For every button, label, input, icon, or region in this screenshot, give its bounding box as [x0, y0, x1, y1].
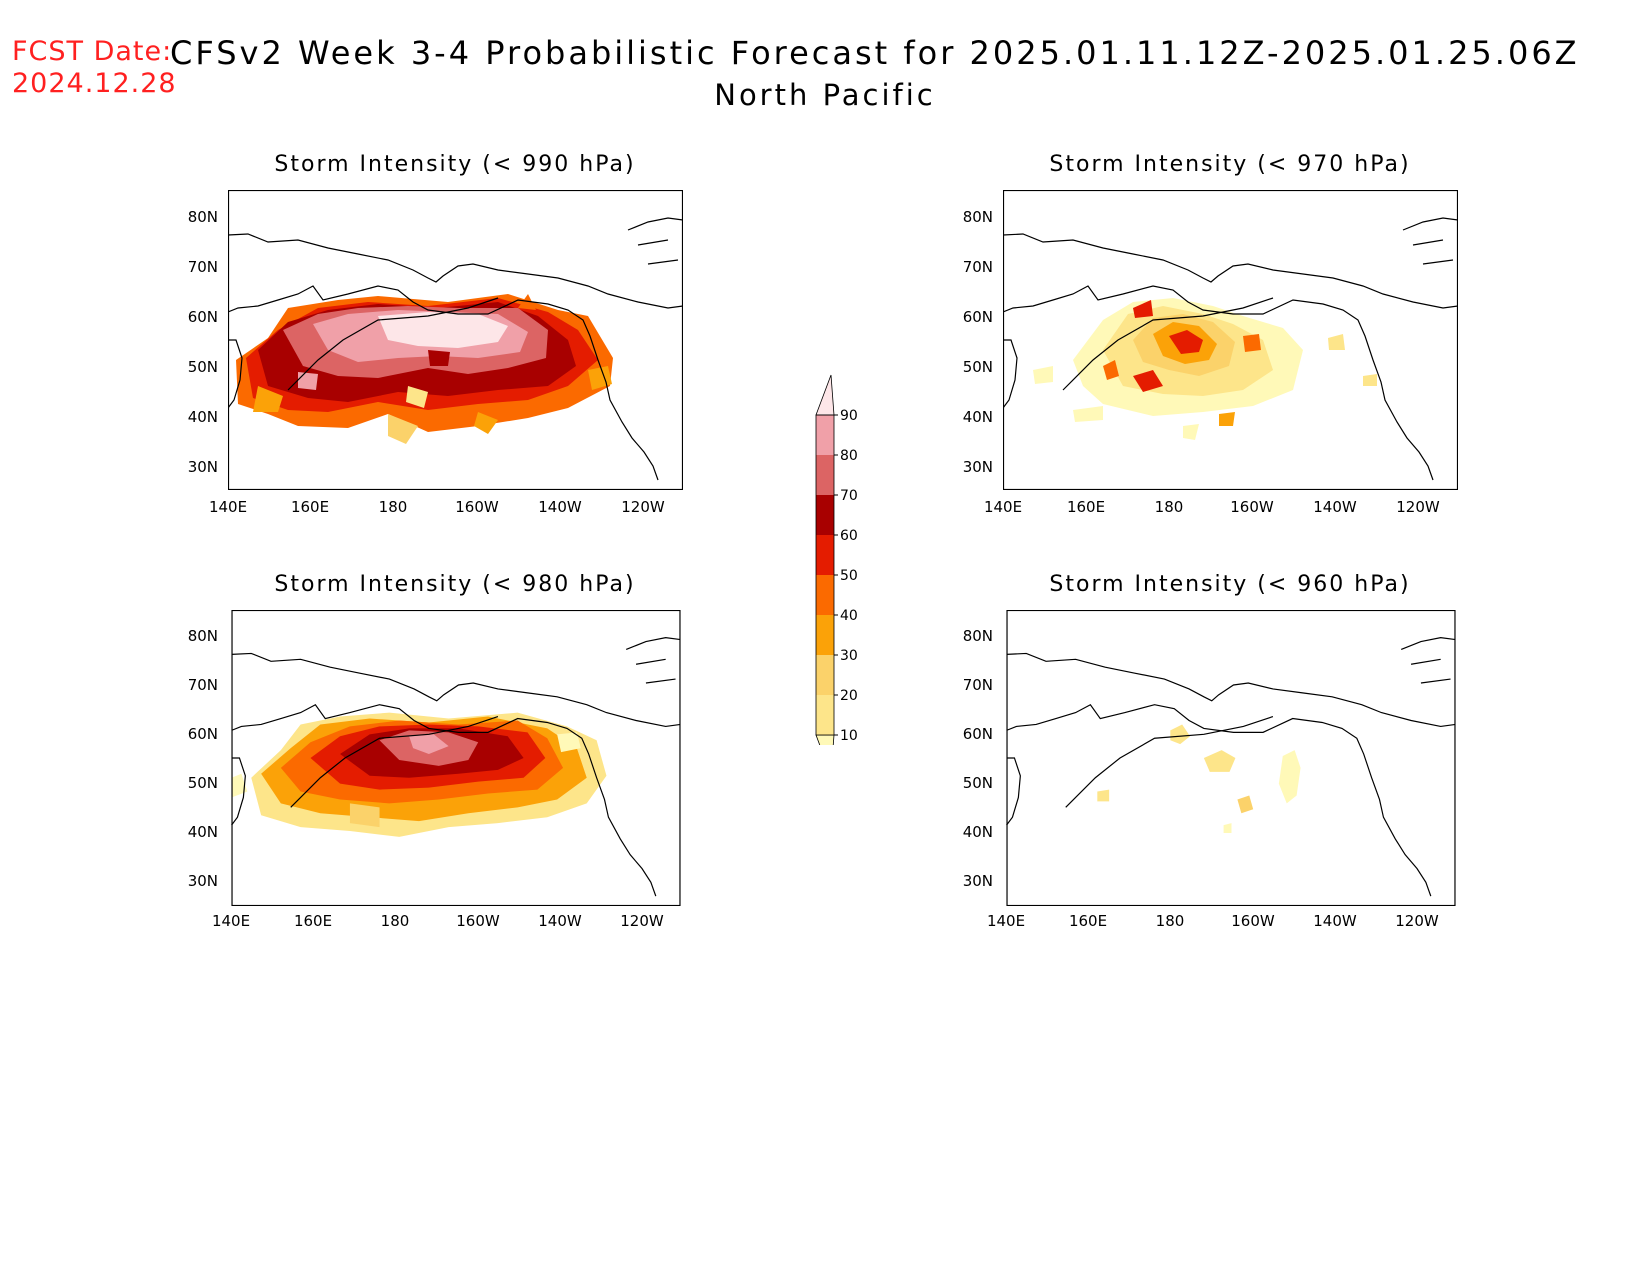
- lat-tick: 50N: [962, 358, 993, 376]
- probability-field-980: [231, 712, 607, 837]
- colorbar-label: 30: [840, 648, 858, 664]
- lat-tick: 40N: [187, 408, 218, 426]
- lat-tick: 50N: [962, 774, 993, 792]
- lon-tick: 160W: [1231, 912, 1275, 930]
- lat-tick: 80N: [187, 627, 218, 645]
- lon-tick: 140E: [211, 912, 251, 930]
- map-970: [1003, 190, 1458, 490]
- lon-tick: 120W: [620, 912, 664, 930]
- lon-tick: 180: [1154, 498, 1184, 516]
- lat-tick: 50N: [187, 358, 218, 376]
- lon-tick: 120W: [621, 498, 665, 516]
- lon-tick: 140W: [1313, 498, 1357, 516]
- lat-tick: 80N: [962, 627, 993, 645]
- colorbar-label: 60: [840, 528, 858, 544]
- lat-tick: 40N: [962, 408, 993, 426]
- panel-title-970: Storm Intensity (< 970 hPa): [1049, 152, 1411, 177]
- colorbar-segment: [816, 575, 834, 615]
- colorbar-segment: [816, 535, 834, 575]
- coastlines-980: [231, 637, 681, 897]
- lon-tick: 160E: [1068, 912, 1108, 930]
- lon-tick: 160E: [290, 498, 330, 516]
- lat-tick: 40N: [187, 823, 218, 841]
- lat-tick: 70N: [962, 676, 993, 694]
- lon-tick: 180: [380, 912, 410, 930]
- forecast-date: FCST Date: 2024.12.28: [12, 36, 177, 100]
- lat-tick: 70N: [962, 258, 993, 276]
- lat-tick: 70N: [187, 676, 218, 694]
- lon-tick: 160W: [455, 498, 499, 516]
- lon-tick: 160E: [293, 912, 333, 930]
- lon-tick: 120W: [1395, 912, 1439, 930]
- colorbar-label: 50: [840, 568, 858, 584]
- colorbar-segment: [816, 695, 834, 735]
- lat-tick: 30N: [187, 872, 218, 890]
- colorbar: 10 20 30 40 50 60 70 80 90: [815, 374, 858, 745]
- coastlines-960: [1006, 637, 1456, 897]
- page-title: CFSv2 Week 3-4 Probabilistic Forecast fo…: [170, 34, 1580, 72]
- colorbar-segment: [816, 615, 834, 655]
- colorbar-label: 20: [840, 688, 858, 704]
- colorbar-segment: [816, 655, 834, 695]
- probability-field-990: [236, 294, 613, 444]
- probability-field-970: [1033, 298, 1377, 440]
- lon-tick: 140E: [983, 498, 1023, 516]
- lat-tick: 30N: [962, 458, 993, 476]
- coastlines-990: [228, 217, 683, 481]
- lon-tick: 140W: [538, 498, 582, 516]
- panel-title-980: Storm Intensity (< 980 hPa): [274, 572, 636, 597]
- colorbar-segment: [816, 495, 834, 535]
- lon-tick: 140E: [986, 912, 1026, 930]
- lat-tick: 60N: [962, 725, 993, 743]
- lat-tick: 60N: [187, 308, 218, 326]
- coastlines-970: [1003, 217, 1458, 481]
- probability-field-960: [1097, 724, 1301, 833]
- colorbar-label: 90: [840, 408, 858, 424]
- lat-tick: 30N: [962, 872, 993, 890]
- lon-tick: 140W: [1313, 912, 1357, 930]
- colorbar-label: 80: [840, 448, 858, 464]
- lon-tick: 180: [1155, 912, 1185, 930]
- lat-tick: 30N: [187, 458, 218, 476]
- lat-tick: 80N: [962, 208, 993, 226]
- lon-tick: 180: [378, 498, 408, 516]
- lat-tick: 50N: [187, 774, 218, 792]
- colorbar-end-low: [815, 734, 835, 745]
- lon-tick: 160E: [1066, 498, 1106, 516]
- colorbar-label: 10: [840, 728, 858, 744]
- lat-tick: 70N: [187, 258, 218, 276]
- panel-title-990: Storm Intensity (< 990 hPa): [274, 152, 636, 177]
- lon-tick: 160W: [456, 912, 500, 930]
- fcst-date-label: FCST Date:: [12, 36, 173, 67]
- region-subtitle: North Pacific: [714, 78, 936, 112]
- lat-tick: 60N: [187, 725, 218, 743]
- lat-tick: 40N: [962, 823, 993, 841]
- lat-tick: 80N: [187, 208, 218, 226]
- lon-tick: 140W: [538, 912, 582, 930]
- colorbar-label: 40: [840, 608, 858, 624]
- lon-tick: 160W: [1230, 498, 1274, 516]
- lon-tick: 120W: [1396, 498, 1440, 516]
- map-980: [231, 610, 681, 906]
- colorbar-segment: [816, 415, 834, 455]
- fcst-date-value: 2024.12.28: [12, 68, 177, 99]
- colorbar-segment: [816, 455, 834, 495]
- lat-tick: 60N: [962, 308, 993, 326]
- lon-tick: 140E: [208, 498, 248, 516]
- panel-title-960: Storm Intensity (< 960 hPa): [1049, 572, 1411, 597]
- colorbar-label: 70: [840, 488, 858, 504]
- map-990: [228, 190, 683, 490]
- colorbar-end-high: [815, 374, 835, 416]
- map-960: [1006, 610, 1456, 906]
